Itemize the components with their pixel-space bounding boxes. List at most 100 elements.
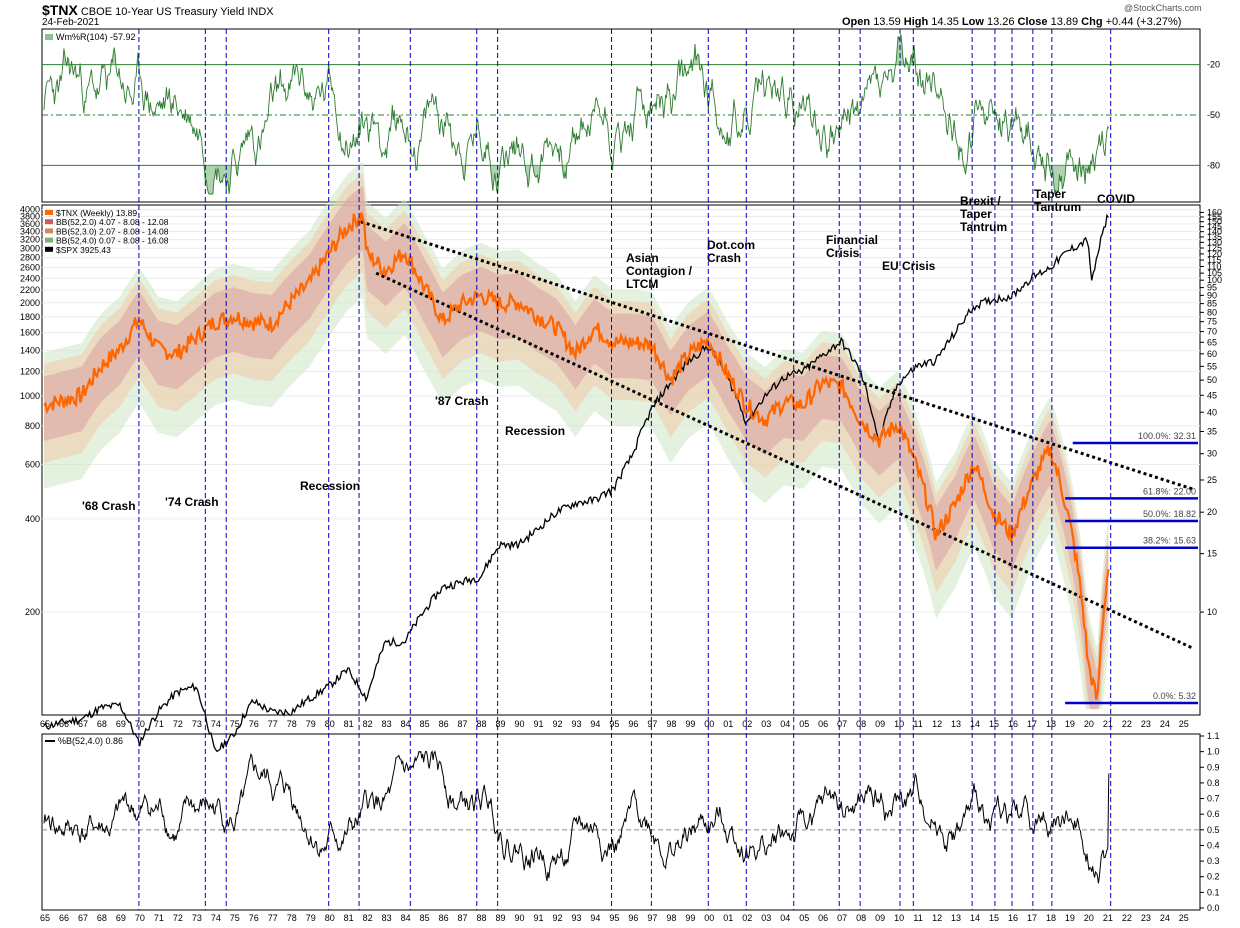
right-axis-label: 140 (1207, 227, 1222, 237)
x-tick-label-bottom: 76 (249, 913, 259, 923)
price-summary: Open 13.59 High 14.35 Low 13.26 Close 13… (842, 16, 1181, 28)
right-axis-label: 60 (1207, 349, 1217, 359)
x-tick-label-main: 74 (211, 719, 221, 729)
x-tick-label-bottom: 80 (325, 913, 335, 923)
x-tick-label-bottom: 65 (40, 913, 50, 923)
fib-level-label: 50.0%: 18.82 (1143, 509, 1196, 519)
x-tick-label-main: 65 (40, 719, 50, 729)
bollinger-band-2 (44, 185, 1109, 710)
x-tick-label-bottom: 86 (439, 913, 449, 923)
event-lines (138, 29, 1112, 910)
right-axis-label: 120 (1207, 249, 1222, 259)
x-tick-label-main: 24 (1160, 719, 1170, 729)
bollinger-band-4 (44, 161, 1109, 710)
x-tick-label-main: 89 (496, 719, 506, 729)
x-tick-label-bottom: 18 (1046, 913, 1056, 923)
pctb-axis-label: 0.4 (1207, 840, 1220, 850)
open-label: Open (842, 16, 871, 28)
channel-upper-line (360, 220, 1193, 491)
x-tick-label-main: 14 (970, 719, 980, 729)
bollinger-band-3 (44, 173, 1109, 710)
x-tick-label-main: 02 (742, 719, 752, 729)
right-axis-label: 40 (1207, 407, 1217, 417)
annotation-label: COVID (1097, 192, 1135, 206)
right-axis-label: 155 (1207, 212, 1222, 222)
x-tick-label-main: 99 (685, 719, 695, 729)
pctb-axis-label: 1.1 (1207, 731, 1220, 741)
low-value: 13.26 (986, 16, 1015, 28)
fib-level-label: 100.0%: 32.31 (1138, 431, 1196, 441)
willr-axis-label: -50 (1207, 110, 1220, 120)
left-axis-label: 200 (25, 607, 40, 617)
x-tick-label-main: 93 (571, 719, 581, 729)
pctb-line (43, 750, 1110, 884)
right-axis-label: 50 (1207, 375, 1217, 385)
x-tick-label-main: 69 (116, 719, 126, 729)
price-panel: 1601551501451401351301251201151101051009… (20, 161, 1222, 753)
x-tick-label-bottom: 72 (173, 913, 183, 923)
legend-entry: BB(52,3.0) 2.07 - 8.08 - 14.08 (56, 226, 169, 236)
x-tick-label-main: 94 (590, 719, 600, 729)
high-label: High (903, 16, 929, 28)
pctb-axis-label: 0.5 (1207, 825, 1220, 835)
x-tick-label-bottom: 00 (704, 913, 714, 923)
willr-axis-label: -20 (1207, 60, 1220, 70)
pctb-axis-label: 1.0 (1207, 747, 1220, 757)
willr-panel: -20 -50 -80 Wm%R(104) -57.92 (42, 32, 1220, 196)
left-axis-label: 1800 (20, 312, 40, 322)
right-axis-label: 135 (1207, 232, 1222, 242)
x-tick-label-bottom: 97 (647, 913, 657, 923)
x-tick-label-main: 77 (268, 719, 278, 729)
x-tick-label-main: 16 (1008, 719, 1018, 729)
x-tick-label-bottom: 04 (780, 913, 790, 923)
x-tick-label-bottom: 22 (1122, 913, 1132, 923)
right-axis-label: 115 (1207, 255, 1221, 265)
x-tick-label-bottom: 10 (894, 913, 904, 923)
right-axis-label: 25 (1207, 475, 1217, 485)
low-label: Low (961, 16, 984, 28)
x-tick-label-bottom: 91 (533, 913, 543, 923)
x-tick-label-bottom: 84 (401, 913, 411, 923)
x-tick-label-bottom: 25 (1179, 913, 1189, 923)
x-tick-label-bottom: 82 (363, 913, 373, 923)
annotation-label: '68 Crash (82, 499, 136, 513)
x-tick-label-main: 00 (704, 719, 714, 729)
x-tick-label-main: 22 (1122, 719, 1132, 729)
x-tick-label-main: 15 (989, 719, 999, 729)
panel-bottom-frame (41, 733, 1201, 911)
right-axis-label: 70 (1207, 327, 1217, 337)
x-tick-label-main: 07 (837, 719, 847, 729)
x-tick-label-bottom: 77 (268, 913, 278, 923)
annotation-label: Taper (960, 207, 992, 221)
left-axis-label: 2400 (20, 273, 40, 283)
left-axis-label: 1200 (20, 366, 40, 376)
annotation-label: Tantrum (960, 220, 1007, 234)
willr-line (43, 34, 1110, 196)
left-axis-label: 3000 (20, 243, 40, 253)
pctb-axis-label: 0.3 (1207, 856, 1220, 866)
x-tick-label-bottom: 08 (856, 913, 866, 923)
x-tick-label-main: 03 (761, 719, 771, 729)
x-tick-label-main: 11 (913, 719, 922, 729)
x-tick-label-main: 84 (401, 719, 411, 729)
x-tick-label-bottom: 81 (344, 913, 354, 923)
x-tick-label-main: 05 (799, 719, 809, 729)
left-axis-label: 1400 (20, 346, 40, 356)
high-value: 14.35 (931, 16, 959, 28)
x-tick-label-main: 13 (951, 719, 961, 729)
x-tick-label-bottom: 15 (989, 913, 999, 923)
x-tick-label-bottom: 83 (382, 913, 392, 923)
right-axis-label: 100 (1207, 275, 1222, 285)
x-tick-label-bottom: 09 (875, 913, 885, 923)
chg-value: +0.44 (+3.27%) (1105, 16, 1182, 28)
left-axis-label: 3200 (20, 235, 40, 245)
legend-swatch (45, 210, 53, 215)
x-tick-label-main: 72 (173, 719, 183, 729)
right-axis-label: 80 (1207, 307, 1217, 317)
x-tick-label-main: 19 (1065, 719, 1075, 729)
pctb-axis-label: 0.2 (1207, 872, 1220, 882)
spx-line (43, 213, 1109, 753)
right-axis-label: 45 (1207, 390, 1217, 400)
x-tick-label-bottom: 21 (1103, 913, 1113, 923)
